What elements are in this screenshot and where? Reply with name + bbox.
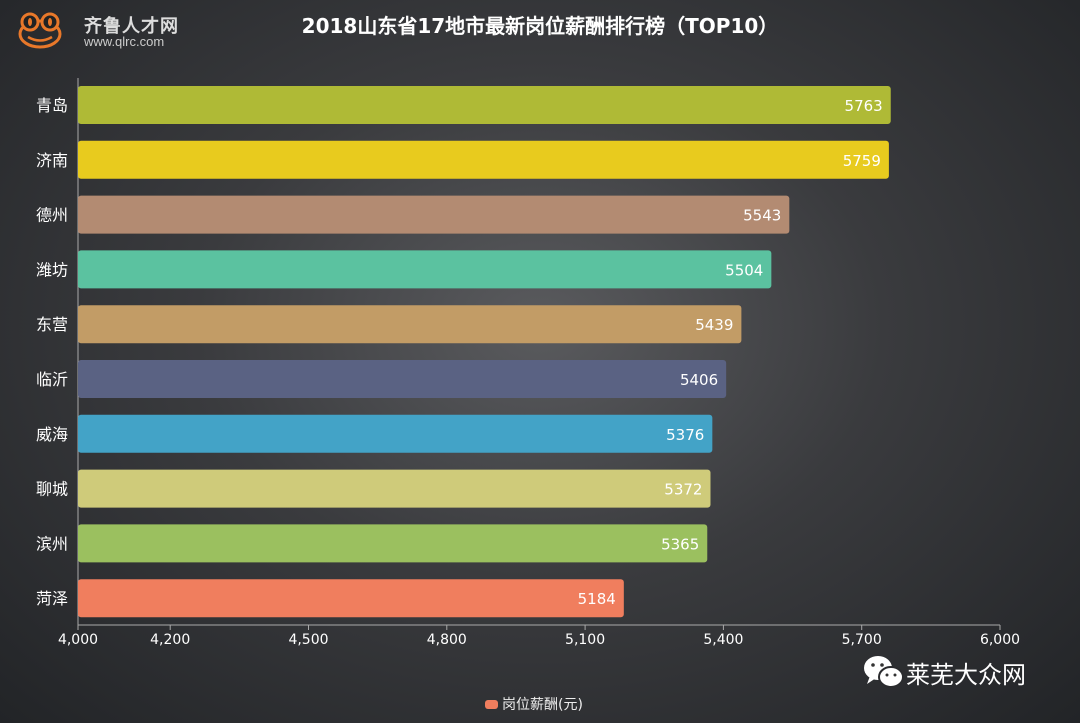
x-tick-label: 4,200 — [150, 632, 190, 648]
x-tick-label: 4,000 — [58, 632, 98, 648]
logo-url: www.qlrc.com — [84, 34, 165, 49]
data-label: 5504 — [725, 261, 763, 279]
bar-chart: 5763 青岛 5759 济南 5543 德州 5504 潍坊 5439 东营 5406 临沂 5376… — [36, 78, 1020, 648]
x-tick-label: 4,800 — [427, 632, 467, 648]
bar — [78, 579, 624, 618]
data-label: 5372 — [664, 481, 702, 499]
bar — [78, 414, 713, 453]
category-label: 临沂 — [36, 370, 68, 389]
x-tick-label: 5,400 — [703, 632, 743, 648]
x-tick-label: 4,500 — [288, 632, 328, 648]
bar — [78, 86, 891, 124]
logo-name: 齐鲁人才网 — [84, 16, 179, 37]
logo: 齐鲁人才网 www.qlrc.com — [18, 10, 188, 50]
data-label: 5763 — [845, 97, 883, 115]
bar — [78, 140, 889, 179]
category-label: 威海 — [36, 425, 68, 444]
data-label: 5543 — [743, 207, 781, 225]
data-label: 5365 — [661, 535, 699, 553]
legend: 岗位薪酬(元) — [485, 694, 583, 714]
legend-label[interactable]: 岗位薪酬(元) — [502, 697, 583, 713]
data-label: 5376 — [666, 426, 704, 444]
category-label: 聊城 — [36, 480, 68, 499]
category-label: 潍坊 — [36, 260, 68, 279]
data-label: 5439 — [695, 316, 733, 334]
bar — [78, 469, 711, 508]
watermark: 莱芜大众网 — [862, 654, 1026, 690]
x-tick-label: 6,000 — [980, 632, 1020, 648]
x-tick-label: 5,100 — [565, 632, 605, 648]
data-label: 5406 — [680, 371, 718, 389]
category-label: 济南 — [36, 151, 68, 170]
data-label: 5184 — [578, 590, 616, 608]
category-label: 德州 — [36, 206, 68, 225]
bar — [78, 524, 708, 563]
category-label: 东营 — [36, 315, 68, 334]
category-label: 青岛 — [36, 96, 68, 115]
watermark-text: 莱芜大众网 — [906, 660, 1026, 689]
bar — [78, 195, 790, 234]
bar — [78, 360, 727, 398]
category-label: 滨州 — [36, 534, 68, 553]
frog-logo-icon — [18, 12, 62, 49]
legend-swatch — [485, 699, 498, 709]
category-label: 菏泽 — [36, 589, 68, 608]
bar — [78, 250, 772, 289]
bar — [78, 305, 742, 344]
data-label: 5759 — [843, 152, 881, 170]
wechat-icon — [864, 656, 904, 688]
x-tick-label: 5,700 — [842, 632, 882, 648]
chart-title: 2018山东省17地市最新岗位薪酬排行榜（TOP10） — [301, 14, 779, 38]
